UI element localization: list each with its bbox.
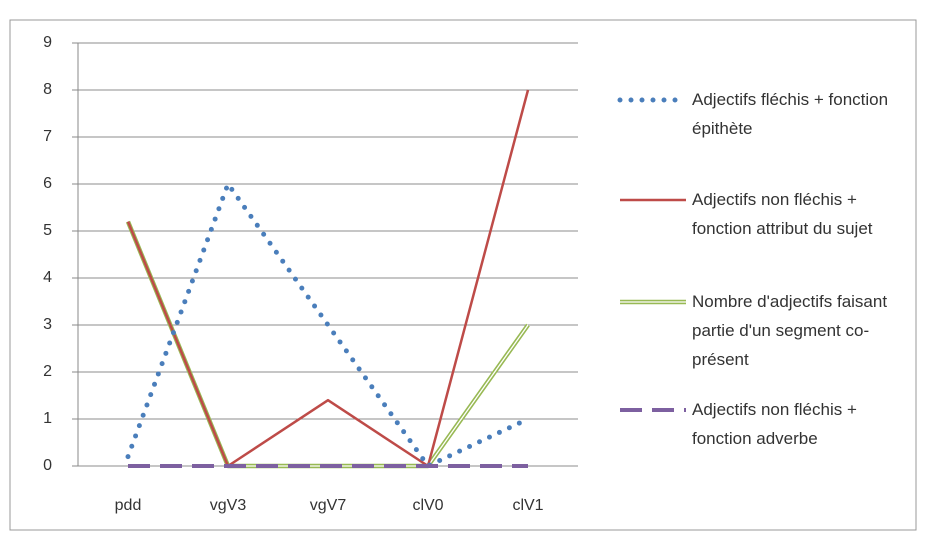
series-line xyxy=(125,181,531,469)
y-tick-label: 4 xyxy=(43,269,52,286)
y-tick-label: 8 xyxy=(43,81,52,98)
y-tick-label: 3 xyxy=(43,316,52,333)
x-tick-label: clV1 xyxy=(512,497,543,514)
chart-frame xyxy=(9,19,917,531)
legend-label: Adjectifs fléchis + fonction épithète xyxy=(692,90,889,138)
series-line xyxy=(126,89,530,468)
x-tick-label: vgV7 xyxy=(310,497,347,514)
y-tick-label: 9 xyxy=(43,34,52,51)
y-tick-label: 5 xyxy=(43,222,52,239)
x-tick-label: vgV3 xyxy=(210,497,247,514)
x-tick-label: pdd xyxy=(115,497,142,514)
y-tick-label: 6 xyxy=(43,175,52,192)
y-tick-label: 2 xyxy=(43,363,52,380)
legend-label: Adjectifs non fléchis + fonction attribu… xyxy=(692,190,873,238)
y-tick-label: 7 xyxy=(43,128,52,145)
legend-label: Nombre d'adjectifs faisant partie d'un s… xyxy=(692,292,888,369)
y-tick-label: 0 xyxy=(43,457,52,474)
legend-label: Adjectifs non fléchis + fonction adverbe xyxy=(692,400,857,448)
x-tick-label: clV0 xyxy=(412,497,443,514)
y-tick-label: 1 xyxy=(43,410,52,427)
